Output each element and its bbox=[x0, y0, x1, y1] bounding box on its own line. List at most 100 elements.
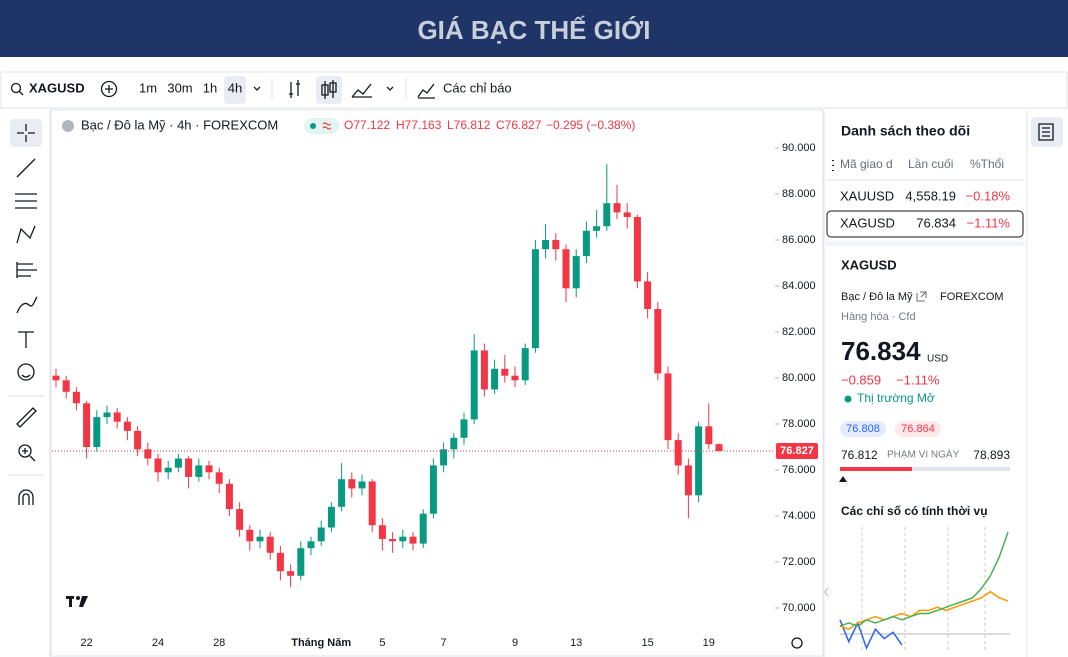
emoji-tool bbox=[21, 374, 31, 378]
candle-body bbox=[593, 226, 601, 231]
seasonal-chart bbox=[839, 527, 1010, 650]
candle-body bbox=[62, 380, 70, 392]
collapse-button[interactable] bbox=[824, 587, 829, 597]
market-status-pill[interactable] bbox=[304, 118, 339, 134]
candle-body bbox=[123, 421, 131, 431]
crosshair-tool[interactable] bbox=[17, 124, 35, 142]
column-header[interactable]: %Thổi bbox=[970, 157, 1004, 171]
last-price-badge bbox=[776, 442, 818, 459]
style-dropdown[interactable] bbox=[386, 86, 394, 91]
candle-body bbox=[419, 513, 427, 544]
interval-dropdown[interactable] bbox=[253, 86, 261, 91]
toolbar bbox=[0, 71, 1068, 109]
x-tick-label: 7 bbox=[441, 637, 447, 649]
search-icon[interactable] bbox=[10, 82, 22, 94]
candle-body bbox=[705, 426, 713, 445]
x-tick-label: 24 bbox=[152, 637, 164, 649]
candle-body bbox=[236, 509, 244, 530]
x-tick-label: 28 bbox=[213, 637, 225, 649]
interval[interactable]: 1h bbox=[203, 80, 217, 95]
text-tool[interactable] bbox=[18, 331, 34, 348]
zoom-tool[interactable] bbox=[18, 444, 32, 458]
watchlist-toggle[interactable] bbox=[1038, 123, 1054, 141]
detail-name[interactable]: Bạc / Đô la Mỹ bbox=[841, 291, 913, 303]
forecast-tool[interactable] bbox=[16, 262, 37, 278]
legend-title: Bạc / Đô la Mỹ · 4h · FOREXCOM bbox=[81, 117, 278, 132]
area-icon[interactable] bbox=[351, 83, 372, 98]
chart-layer: 70.000 72.000 74.000 76.000 78.000 80.000 82.0… bbox=[52, 142, 818, 649]
header-bar bbox=[0, 0, 1068, 57]
emoji-tool[interactable] bbox=[17, 363, 35, 381]
x-tick-label: 22 bbox=[80, 637, 92, 649]
candles-icon[interactable] bbox=[321, 80, 337, 99]
candle-body bbox=[409, 536, 417, 544]
chart-pane bbox=[50, 109, 824, 657]
candle-body bbox=[633, 217, 641, 282]
candle-body bbox=[164, 467, 172, 473]
detail-change: −0.859 bbox=[841, 372, 881, 387]
watchlist-change: −1.11% bbox=[967, 215, 1011, 230]
interval-active-bg bbox=[224, 76, 246, 104]
candle-body bbox=[338, 479, 346, 507]
external-link[interactable] bbox=[916, 291, 927, 302]
watchlist-last: 4,558.19 bbox=[905, 188, 956, 203]
candle-body bbox=[266, 536, 274, 553]
range-low: 76.812 bbox=[841, 448, 878, 462]
fib-tool[interactable] bbox=[15, 193, 37, 209]
legend-change: −0.295 (−0.38%) bbox=[546, 118, 635, 132]
trendline-tool[interactable] bbox=[16, 158, 36, 178]
candle-body bbox=[684, 465, 692, 496]
watchlist-change: −0.18% bbox=[966, 188, 1011, 203]
watchlist-panel bbox=[824, 110, 1026, 656]
compare-button[interactable] bbox=[100, 80, 118, 98]
interval[interactable]: 30m bbox=[167, 80, 192, 95]
column-header[interactable]: Mã giao d bbox=[840, 157, 893, 171]
candle-body bbox=[715, 444, 723, 451]
watchlist-symbol[interactable]: XAUUSD bbox=[840, 188, 894, 203]
seasonal-separator bbox=[861, 527, 986, 650]
interval[interactable]: 1m bbox=[139, 80, 157, 95]
bars-icon[interactable] bbox=[289, 80, 300, 98]
ruler-tool[interactable] bbox=[16, 407, 37, 428]
detail-price: 76.834 bbox=[841, 336, 921, 366]
indicators-button[interactable]: Các chỉ báo bbox=[443, 80, 512, 95]
detail-currency: USD bbox=[927, 354, 948, 365]
candle-body bbox=[276, 552, 284, 572]
candle-body bbox=[399, 536, 407, 542]
watchlist-symbol[interactable]: XAGUSD bbox=[840, 215, 895, 230]
candle-body bbox=[440, 449, 448, 466]
detail-change-percent: −1.11% bbox=[896, 372, 940, 387]
candle-body bbox=[613, 203, 621, 213]
magnet-tool[interactable] bbox=[18, 489, 34, 505]
detail-exchange: FOREXCOM bbox=[940, 291, 1004, 303]
candle-body bbox=[623, 212, 631, 217]
legend-open: O77.122 bbox=[344, 118, 390, 132]
detail-category: Hàng hóa · Cfd bbox=[841, 311, 916, 323]
pattern-tool[interactable] bbox=[16, 225, 36, 244]
watchlist-title: Danh sách theo dõi bbox=[841, 123, 970, 139]
indicators-icon[interactable] bbox=[417, 83, 435, 99]
interval[interactable]: 4h bbox=[228, 80, 242, 95]
column-header[interactable]: Lần cuối bbox=[908, 157, 953, 171]
symbol-search[interactable]: XAGUSD bbox=[29, 80, 85, 95]
brush-tool[interactable] bbox=[16, 296, 38, 314]
candle-body bbox=[174, 458, 182, 468]
range-high: 78.893 bbox=[973, 448, 1010, 462]
candle-body bbox=[460, 419, 468, 438]
candle-body bbox=[572, 256, 580, 289]
settings-button[interactable] bbox=[791, 637, 803, 649]
detail-symbol: XAGUSD bbox=[841, 257, 897, 272]
y-tick-label: 72.000 bbox=[782, 556, 816, 568]
candle-body bbox=[93, 417, 101, 447]
candle-body bbox=[450, 437, 458, 450]
market-status-dot bbox=[310, 123, 316, 129]
watchlist-row-selected[interactable] bbox=[826, 210, 1024, 238]
y-tick-label: 84.000 bbox=[782, 280, 816, 292]
compare-icon bbox=[105, 85, 113, 93]
y-tick-label: 86.000 bbox=[782, 234, 816, 246]
candle-body bbox=[327, 506, 335, 528]
tv-logo bbox=[69, 596, 72, 607]
x-tick-label: 5 bbox=[379, 637, 385, 649]
